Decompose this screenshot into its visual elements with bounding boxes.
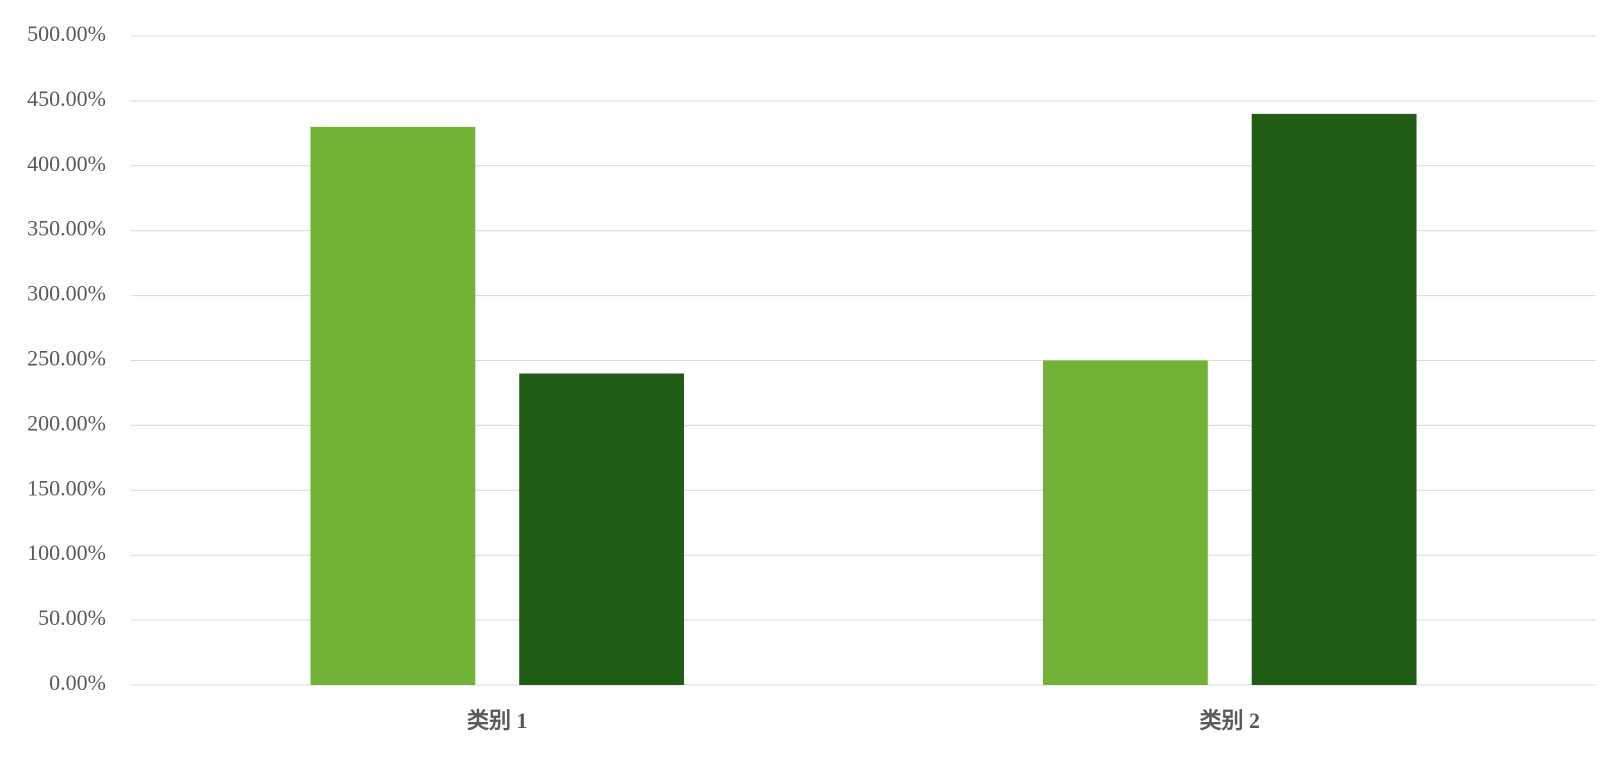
bar (310, 126, 476, 686)
y-tick-label: 300.00% (27, 281, 106, 306)
y-tick-label: 100.00% (27, 540, 106, 565)
y-tick-label: 150.00% (27, 475, 106, 500)
bar (519, 373, 685, 685)
y-tick-label: 200.00% (27, 410, 106, 435)
y-tick-label: 400.00% (27, 151, 106, 176)
bar (1042, 360, 1208, 685)
y-tick-label: 450.00% (27, 86, 106, 111)
x-tick-label: 类别 1 (467, 708, 528, 733)
y-tick-label: 50.00% (38, 605, 106, 630)
y-tick-label: 250.00% (27, 346, 106, 371)
bar (1251, 113, 1417, 685)
y-tick-label: 500.00% (27, 21, 106, 46)
y-tick-label: 350.00% (27, 216, 106, 241)
x-tick-label: 类别 2 (1199, 708, 1260, 733)
y-tick-label: 0.00% (49, 670, 106, 695)
